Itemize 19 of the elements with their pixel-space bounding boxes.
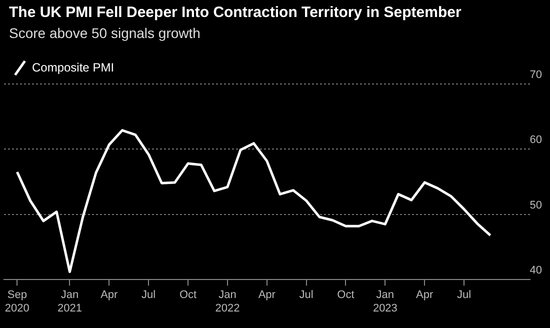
x-tick-label: Oct — [337, 289, 354, 302]
x-tick-label: Apr — [100, 289, 118, 302]
x-tick-label: Jul — [142, 289, 156, 302]
y-tick-label: 40 — [530, 264, 542, 277]
x-tick-label: Jan 2021 — [57, 289, 82, 314]
x-tick-label: Jan 2022 — [215, 289, 240, 314]
x-tick-label: Jul — [457, 289, 472, 302]
x-tick-label: Apr — [416, 289, 434, 302]
y-tick-label: 50 — [530, 199, 542, 212]
x-tick-label: Jan 2023 — [372, 289, 398, 314]
x-tick-label: Apr — [258, 289, 276, 302]
chart-title: The UK PMI Fell Deeper Into Contraction Territory in September — [9, 4, 462, 21]
x-tick-label: Jul — [299, 289, 314, 302]
y-tick-label: 70 — [530, 69, 542, 82]
y-tick-label: 60 — [530, 134, 542, 146]
x-tick-label: Oct — [179, 289, 197, 302]
legend-label: Composite PMI — [32, 60, 114, 74]
chart-subtitle: Score above 50 signals growth — [9, 25, 200, 41]
x-tick-label: Sep 2020 — [4, 289, 30, 314]
